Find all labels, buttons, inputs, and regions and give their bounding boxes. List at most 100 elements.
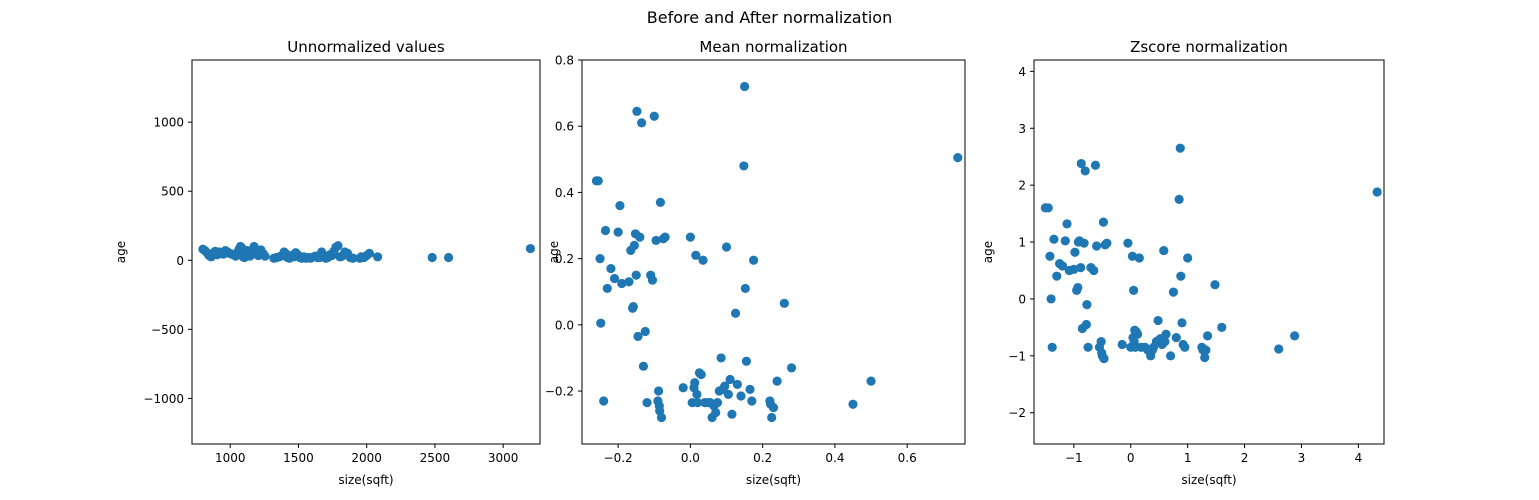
scatter-point — [1200, 352, 1210, 363]
scatter-point — [632, 106, 642, 116]
scatter-point — [712, 398, 723, 408]
scatter-point — [633, 331, 643, 342]
scatter-point — [364, 248, 375, 258]
scatter-point — [1080, 166, 1090, 176]
x-tick-label: 1 — [1184, 451, 1192, 465]
scatter-point — [720, 381, 730, 391]
y-tick-label: −500 — [151, 323, 184, 337]
scatter-point — [609, 273, 620, 284]
y-tick-label: 0 — [1018, 292, 1026, 306]
scatter-point — [1183, 253, 1193, 263]
figure-suptitle: Before and After normalization — [647, 8, 892, 27]
scatter-point — [1290, 331, 1300, 341]
x-tick-label: 0.0 — [681, 451, 700, 465]
scatter-point — [1043, 203, 1053, 213]
scatter-point — [617, 278, 627, 289]
scatter-point — [727, 409, 737, 419]
scatter-point — [260, 251, 270, 261]
scatter-point — [600, 225, 611, 236]
scatter-point — [698, 255, 708, 265]
scatter-point — [1102, 238, 1112, 248]
scatter-point — [723, 389, 733, 399]
scatter-point — [637, 118, 647, 128]
subplot-2: −0.2 0.0 0.2 0.4 0.6 −0.2 0.0 0.2 0.4 0.6 0.8 Mean … — [545, 38, 966, 487]
scatter-point — [691, 250, 701, 260]
scatter-point — [1372, 187, 1382, 197]
scatter-point — [1168, 287, 1179, 297]
scatter-point — [615, 201, 625, 211]
scatter-point — [1159, 245, 1169, 256]
axes-frame — [191, 59, 541, 445]
scatter-point — [649, 111, 659, 121]
x-tick-label: 0 — [1127, 451, 1135, 465]
scatter-point — [747, 396, 757, 406]
scatter-point — [1174, 194, 1184, 204]
y-tick-label: 0 — [176, 254, 184, 268]
scatter-point — [656, 412, 667, 423]
scatter-point — [1180, 342, 1190, 352]
x-tick-label: 3000 — [488, 451, 519, 465]
scatter-point — [655, 197, 666, 207]
scatter-point — [732, 379, 742, 390]
scatter-point — [628, 302, 638, 312]
x-tick-label: −1 — [1065, 451, 1083, 465]
y-tick-label: 0.4 — [555, 186, 574, 200]
y-tick-label: 500 — [161, 185, 184, 199]
scatter-point — [651, 235, 661, 246]
scatter-point — [1092, 241, 1102, 251]
scatter-point — [1089, 265, 1099, 276]
scatter-point — [711, 407, 721, 418]
scatter-point — [602, 283, 612, 294]
scatter-point — [1070, 247, 1080, 257]
x-tick-label: 1500 — [283, 451, 314, 465]
y-tick-label: 3 — [1018, 122, 1026, 136]
scatter-point — [866, 376, 876, 386]
scatter-point — [721, 242, 732, 252]
scatter-point — [1057, 261, 1068, 271]
scatter-point — [635, 232, 645, 242]
x-tick-label: 2500 — [420, 451, 451, 465]
scatter-point — [1098, 217, 1109, 227]
y-tick-label: 0.8 — [555, 54, 574, 68]
scatter-point — [660, 232, 670, 242]
scatter-point — [767, 412, 777, 423]
scatter-point — [678, 383, 688, 393]
scatter-point — [739, 161, 749, 171]
axes-frame — [1033, 59, 1385, 445]
scatter-point — [1134, 253, 1144, 263]
subplot-3: −1 0 1 2 3 4 −2 −1 0 1 2 3 4 Zscore normalization size… — [981, 38, 1385, 487]
x-tick-label: 2 — [1241, 451, 1249, 465]
scatter-point — [739, 81, 750, 92]
scatter-point — [749, 255, 759, 265]
series-points — [1040, 143, 1382, 364]
scatter-point — [1171, 333, 1181, 343]
scatter-point — [1117, 339, 1127, 350]
y-tick-label: 1 — [1018, 236, 1026, 250]
scatter-point — [631, 270, 641, 280]
scatter-point — [1132, 329, 1143, 339]
subplot-1: 1000 1500 2000 2500 3000 −1000 −500 0 500 1000 Unn… — [114, 38, 541, 487]
scatter-point — [1082, 300, 1092, 310]
scatter-point — [1045, 251, 1055, 261]
x-axis-label: size(sqft) — [746, 473, 801, 487]
scatter-point — [1049, 234, 1059, 244]
scatter-point — [692, 389, 702, 399]
y-axis-label: age — [547, 241, 561, 263]
subplot-title: Zscore normalization — [1130, 38, 1288, 56]
scatter-point — [624, 277, 634, 287]
scatter-point — [1060, 236, 1070, 246]
scatter-point — [443, 252, 454, 263]
scatter-point — [768, 402, 779, 413]
x-tick-label: 0.6 — [898, 451, 917, 465]
scatter-point — [640, 326, 650, 337]
scatter-point — [696, 369, 706, 380]
scatter-point — [1079, 238, 1089, 248]
scatter-point — [1076, 158, 1086, 169]
scatter-point — [1217, 322, 1227, 332]
y-tick-label: −1000 — [143, 392, 184, 406]
scatter-point — [595, 254, 605, 264]
scatter-point — [685, 232, 695, 242]
y-tick-label: 1000 — [153, 116, 184, 130]
scatter-point — [1165, 351, 1176, 361]
scatter-point — [1052, 271, 1062, 281]
